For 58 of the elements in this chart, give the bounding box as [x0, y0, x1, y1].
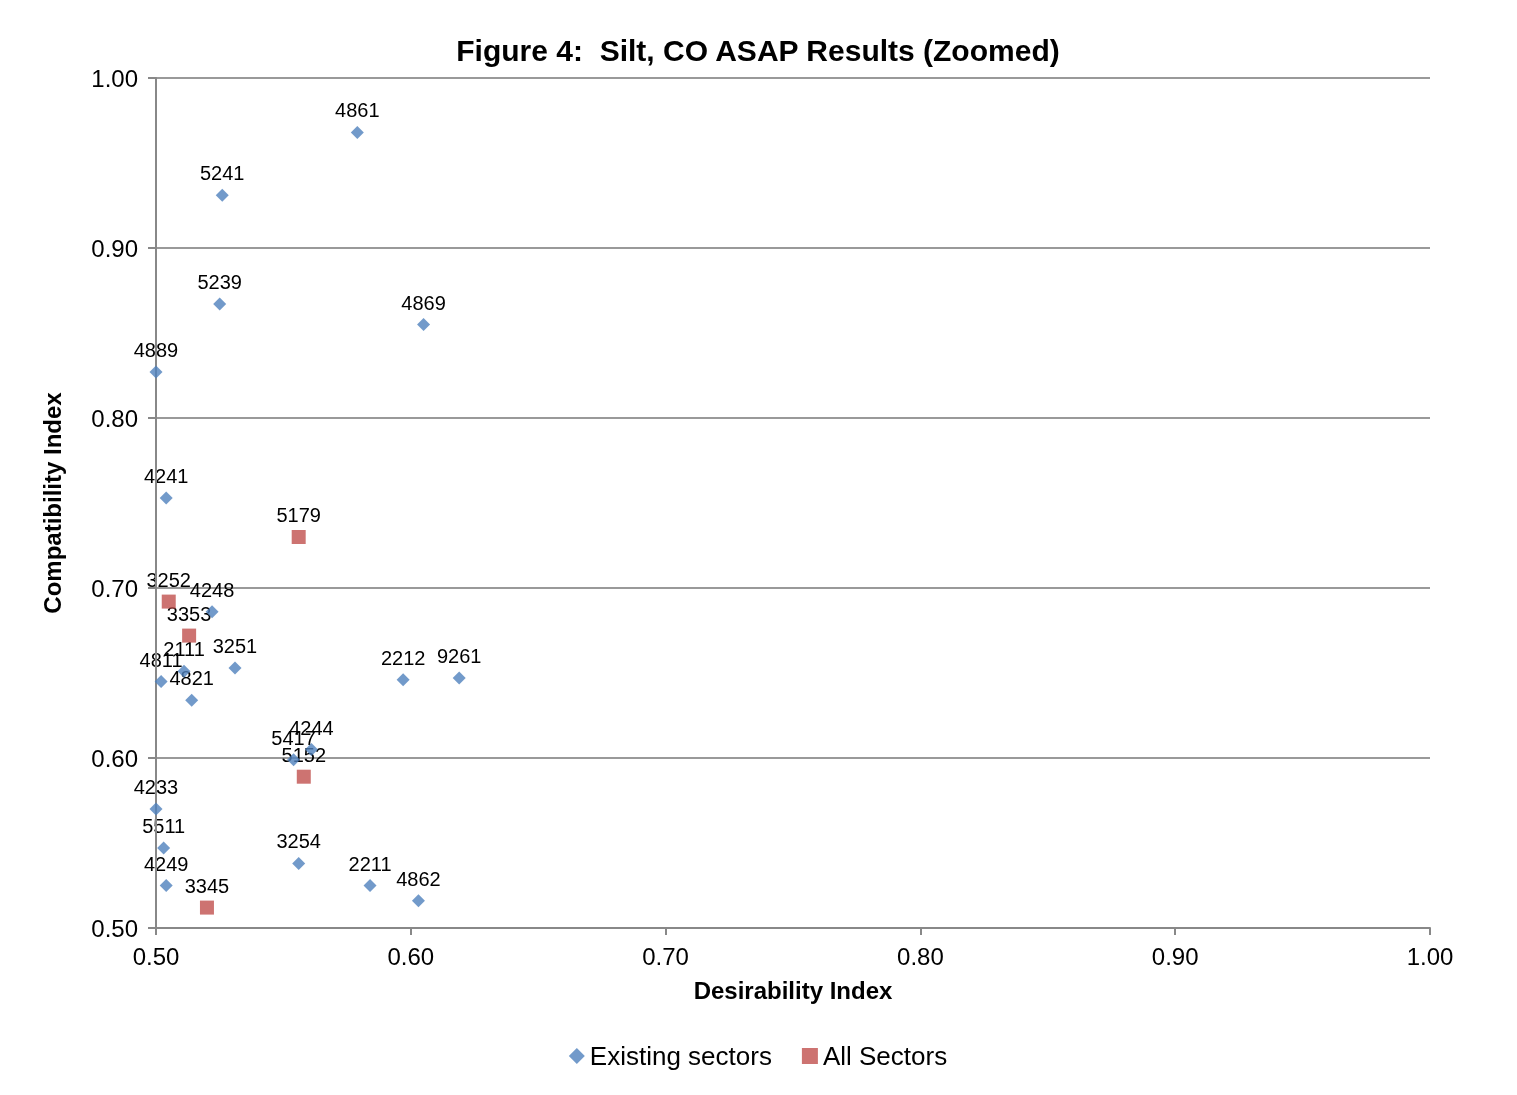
x-tick-label: 0.80	[897, 942, 944, 970]
x-tick-label: 0.90	[1151, 942, 1199, 970]
y-tick-label: 0.90	[91, 234, 138, 262]
x-tick-label: 1.00	[1406, 942, 1454, 970]
point	[154, 675, 168, 688]
point	[159, 879, 173, 892]
point	[149, 365, 163, 379]
y-tick-label: 1.00	[91, 64, 138, 92]
annotation: 4249	[143, 852, 189, 875]
point	[199, 900, 214, 915]
point	[411, 894, 425, 908]
annotation: 3254	[276, 830, 321, 853]
point	[215, 188, 229, 202]
y-tick-label: 0.70	[91, 574, 138, 602]
point	[417, 318, 431, 331]
point	[363, 879, 377, 892]
annotation: 5241	[200, 162, 245, 185]
point	[350, 125, 364, 139]
legend-label: All Sectors	[822, 1041, 948, 1071]
y-tick-label: 0.60	[91, 744, 138, 772]
y-tick-label: 0.80	[91, 404, 138, 432]
y-axis-title: Compatibility Index	[38, 391, 66, 614]
annotation: 5179	[276, 504, 321, 526]
point	[292, 856, 306, 870]
point	[159, 491, 173, 505]
point	[185, 693, 199, 707]
y-tick-label: 0.50	[91, 914, 138, 942]
annotation: 3251	[212, 634, 258, 657]
x-tick-label: 0.60	[387, 942, 435, 970]
annotation: 4248	[189, 578, 235, 601]
annotation: 3353	[166, 602, 212, 625]
x-tick-label: 0.50	[132, 942, 180, 970]
x-axis-title: Desirability Index	[693, 976, 894, 1004]
point	[149, 802, 163, 816]
chart-title: Figure 4: Silt, CO ASAP Results (Zoomed)	[456, 33, 1060, 67]
point	[296, 769, 311, 784]
point	[182, 628, 197, 643]
point	[228, 661, 242, 675]
point	[213, 297, 227, 311]
point	[291, 530, 306, 544]
annotation: 4821	[169, 667, 214, 690]
annotation: 4861	[335, 99, 380, 122]
annotation: 4233	[133, 776, 179, 798]
annotation: 4241	[143, 464, 189, 487]
x-tick-label: 0.70	[642, 942, 689, 970]
annotation: 2212	[380, 646, 426, 669]
point	[396, 673, 410, 687]
legend-label: Existing sectors	[589, 1041, 772, 1071]
point	[161, 594, 176, 609]
point	[452, 671, 466, 685]
annotation: 4889	[133, 339, 179, 362]
point	[157, 841, 171, 855]
annotation: 4869	[401, 291, 446, 314]
annotation: 5239	[197, 271, 242, 294]
annotation: 9261	[436, 645, 482, 668]
annotation: 2211	[348, 852, 392, 875]
annotation: 4862	[396, 867, 441, 890]
annotation: 3345	[184, 874, 230, 897]
